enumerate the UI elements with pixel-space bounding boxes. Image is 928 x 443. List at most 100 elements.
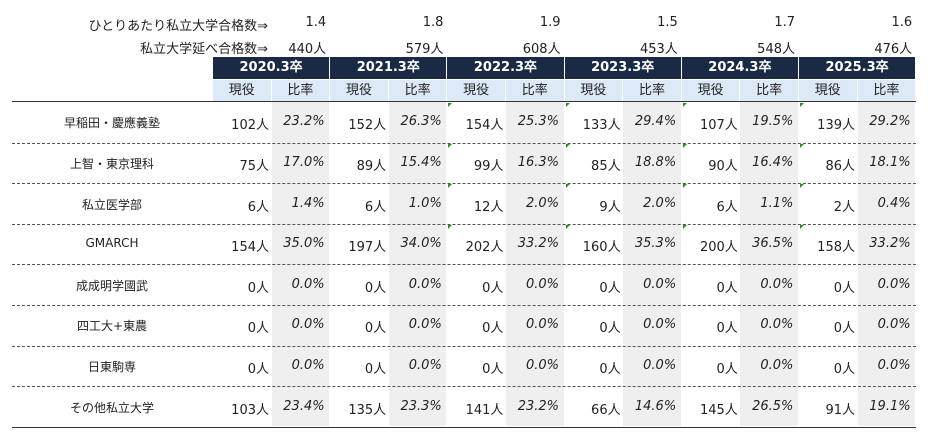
cell-note-marker: [565, 143, 570, 148]
ratio-cell: 0.0%: [291, 276, 325, 292]
cell-note-marker: [565, 103, 570, 107]
ratio-cell: 1.4%: [291, 195, 325, 211]
total-label: 私立大学延べ合格数⇒: [140, 42, 268, 57]
count-cell: 0人: [247, 321, 269, 337]
count-cell: 0人: [364, 321, 387, 337]
row-divider: [12, 305, 916, 306]
count-cell: 12人: [473, 199, 504, 215]
ratio-cell: 0.0%: [525, 357, 559, 373]
ratio-cell: 0.0%: [760, 317, 794, 333]
cell-note-marker: [565, 224, 570, 229]
count-cell: 0人: [716, 280, 738, 296]
count-cell: 133人: [582, 118, 621, 134]
per-person-value: 1.4: [305, 15, 327, 30]
count-cell: 6人: [716, 199, 738, 215]
cell-note-marker: [800, 224, 804, 229]
ratio-cell: 0.0%: [760, 276, 794, 292]
count-cell: 0人: [833, 361, 855, 377]
ratio-cell: 15.4%: [400, 154, 442, 170]
count-cell: 152人: [348, 118, 387, 134]
count-cell: 160人: [582, 240, 621, 256]
row-divider: [12, 345, 916, 347]
cell-note-marker: [448, 103, 453, 107]
count-cell: 90人: [708, 158, 738, 174]
ratio-cell: 0.0%: [291, 317, 325, 333]
ratio-cell: 0.0%: [643, 317, 677, 333]
subheader-count: 現役: [681, 80, 740, 101]
count-cell: 0人: [482, 280, 504, 296]
ratio-cell: 23.3%: [400, 398, 442, 414]
year-header: 2021.3卒: [330, 57, 447, 79]
count-cell: 200人: [699, 240, 738, 256]
total-value: 548人: [757, 42, 795, 57]
cell-note-marker: [682, 103, 687, 107]
subheader-count: 現役: [213, 80, 271, 101]
row-label: GMARCH: [85, 236, 139, 251]
ratio-cell: 23.2%: [283, 114, 325, 130]
ratio-cell: 1.0%: [408, 195, 442, 211]
ratio-cell: 23.2%: [517, 398, 559, 414]
count-cell: 0人: [482, 361, 504, 377]
count-cell: 91人: [825, 402, 855, 418]
count-cell: 9人: [599, 199, 621, 215]
count-cell: 85人: [591, 158, 621, 174]
ratio-column-shade: [506, 102, 564, 426]
cell-note-marker: [448, 224, 453, 229]
ratio-cell: 0.0%: [643, 276, 677, 292]
count-cell: 66人: [591, 402, 621, 418]
subheader-count: 現役: [330, 80, 388, 101]
table-top-rule: [12, 101, 916, 102]
subheader-ratio: 比率: [388, 80, 447, 101]
subheader-ratio: 比率: [857, 80, 916, 101]
count-cell: 6人: [364, 199, 387, 215]
ratio-cell: 18.1%: [869, 154, 911, 170]
count-cell: 197人: [348, 240, 387, 256]
ratio-column-shade: [623, 102, 681, 426]
ratio-cell: 0.0%: [408, 317, 442, 333]
cell-note-marker: [800, 103, 804, 107]
count-cell: 0人: [599, 321, 621, 337]
total-value: 579人: [405, 42, 444, 57]
count-cell: 0人: [716, 361, 738, 377]
ratio-cell: 0.0%: [760, 357, 794, 373]
per-person-label: ひとりあたり私立大学合格数⇒: [88, 19, 268, 34]
total-value: 476人: [874, 42, 913, 57]
count-cell: 139人: [817, 118, 855, 134]
count-cell: 86人: [825, 158, 855, 174]
ratio-cell: 0.0%: [291, 357, 325, 373]
count-cell: 0人: [599, 280, 621, 296]
ratio-cell: 19.5%: [752, 114, 794, 130]
ratio-cell: 0.0%: [525, 276, 559, 292]
ratio-cell: 18.8%: [634, 154, 677, 170]
cell-note-marker: [800, 184, 804, 189]
ratio-cell: 2.0%: [643, 195, 677, 211]
ratio-cell: 14.6%: [634, 398, 677, 414]
row-label: 上智・東京理科: [69, 156, 154, 171]
count-cell: 2人: [833, 199, 855, 215]
cell-note-marker: [800, 143, 804, 148]
subheader-count: 現役: [564, 80, 623, 101]
ratio-cell: 33.2%: [869, 236, 911, 252]
ratio-cell: 26.3%: [400, 114, 442, 130]
count-cell: 141人: [465, 402, 504, 418]
count-cell: 0人: [247, 280, 269, 296]
year-header: 2020.3卒: [213, 57, 330, 79]
ratio-cell: 35.3%: [634, 236, 677, 252]
row-label: 四工大+東農: [76, 319, 148, 334]
row-divider: [12, 386, 916, 388]
row-divider: [12, 426, 916, 428]
count-cell: 0人: [833, 280, 855, 296]
ratio-column-shade: [857, 102, 916, 426]
ratio-cell: 16.3%: [517, 154, 559, 170]
row-divider: [12, 142, 916, 144]
count-cell: 202人: [465, 240, 504, 256]
ratio-cell: 0.0%: [408, 357, 442, 373]
count-cell: 158人: [817, 240, 855, 256]
cell-note-marker: [448, 184, 453, 189]
count-cell: 103人: [231, 402, 269, 418]
cell-note-marker: [682, 143, 687, 148]
ratio-cell: 35.0%: [283, 236, 325, 252]
ratio-cell: 1.1%: [760, 195, 794, 211]
ratio-cell: 25.3%: [517, 114, 559, 130]
per-person-value: 1.9: [539, 15, 561, 30]
